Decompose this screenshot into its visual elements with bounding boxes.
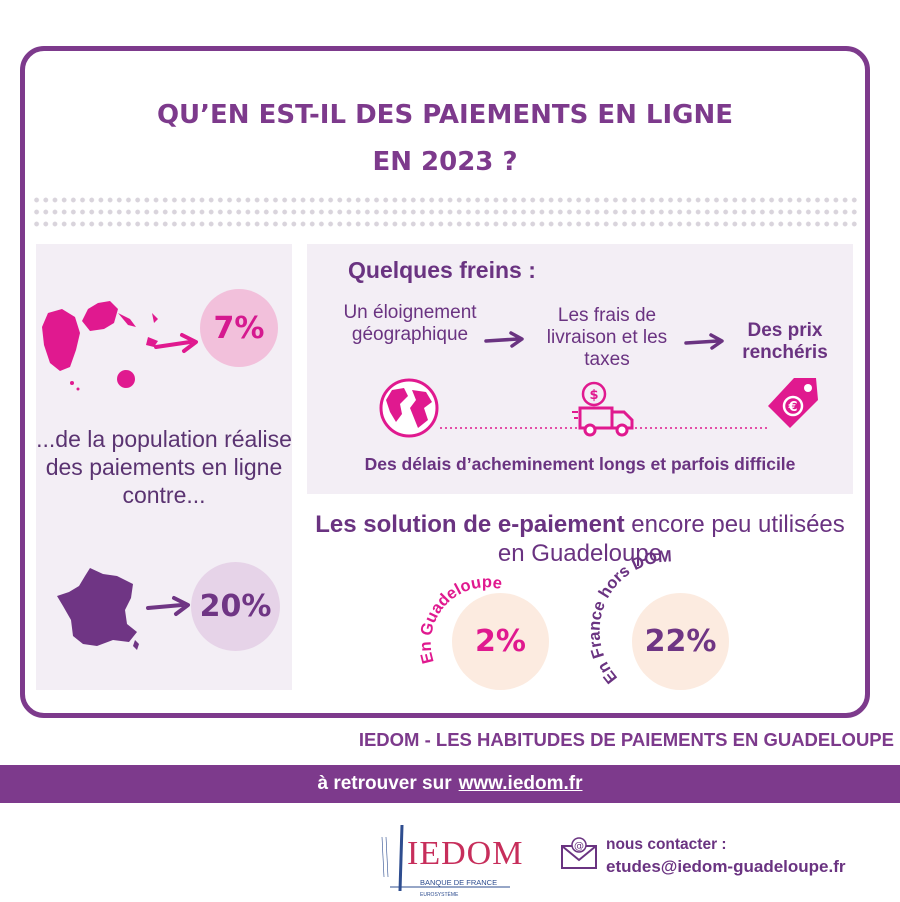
- delais-text: Des délais d’acheminement longs et parfo…: [364, 454, 796, 474]
- arrow-icon: [684, 333, 724, 350]
- logo-subtitle: BANQUE DE FRANCE: [420, 878, 498, 887]
- logo-text: IEDOM: [407, 835, 524, 872]
- euro-price-tag-icon: €: [768, 378, 818, 428]
- france-map-icon: [57, 568, 139, 650]
- guadeloupe-map-icon: [42, 301, 158, 391]
- frein-step-1: Un éloignement géographique: [343, 302, 477, 345]
- dotted-divider: [32, 208, 858, 216]
- solutions-title: Les solution de e-paiement encore peu ut…: [300, 510, 860, 568]
- arrow-icon: [484, 331, 524, 348]
- footer-title: IEDOM - LES HABITUDES DE PAIEMENTS EN GU…: [358, 729, 894, 750]
- dotted-divider: [32, 220, 858, 228]
- website-link[interactable]: www.iedom.fr: [458, 773, 583, 794]
- page-title-line1: QU’EN EST-IL DES PAIEMENTS EN LIGNE: [156, 100, 734, 130]
- contact-label: nous contacter :: [606, 836, 727, 853]
- frein-step-3: Des prix renchéris: [742, 320, 828, 363]
- france-epaiement-circle: 22%: [632, 593, 729, 690]
- guadeloupe-epaiement-circle: 2%: [452, 593, 549, 690]
- svg-text:€: €: [787, 400, 797, 415]
- svg-text:$: $: [589, 388, 598, 403]
- freins-panel: [307, 244, 853, 494]
- iedom-logo: [381, 824, 510, 892]
- envelope-icon: @: [561, 837, 597, 869]
- globe-icon: [379, 378, 439, 438]
- solutions-title-bold: Les solution de e-paiement: [315, 511, 625, 538]
- logo-subtitle-2: EUROSYSTÈME: [420, 892, 459, 898]
- arrow-icon: [154, 333, 198, 353]
- population-text: ...de la population réalise des paiement…: [36, 426, 292, 508]
- page-title-line2: EN 2023 ?: [372, 147, 518, 177]
- svg-text:@: @: [574, 841, 584, 852]
- retrouver-text: à retrouver sur: [317, 773, 452, 794]
- freins-title: Quelques freins :: [348, 257, 536, 283]
- frein-step-2: Les frais de livraison et les taxes: [546, 305, 668, 370]
- france-percent-circle: 20%: [191, 562, 280, 651]
- arrow-icon: [146, 596, 190, 616]
- dotted-divider: [32, 196, 858, 204]
- website-band: à retrouver sur www.iedom.fr: [0, 765, 900, 803]
- contact-email-link[interactable]: etudes@iedom-guadeloupe.fr: [606, 857, 846, 876]
- delivery-truck-icon: $: [572, 381, 634, 437]
- guadeloupe-percent-circle: 7%: [200, 289, 278, 367]
- solutions-title-rest: encore peu utilisées en Guadeloupe: [497, 511, 845, 567]
